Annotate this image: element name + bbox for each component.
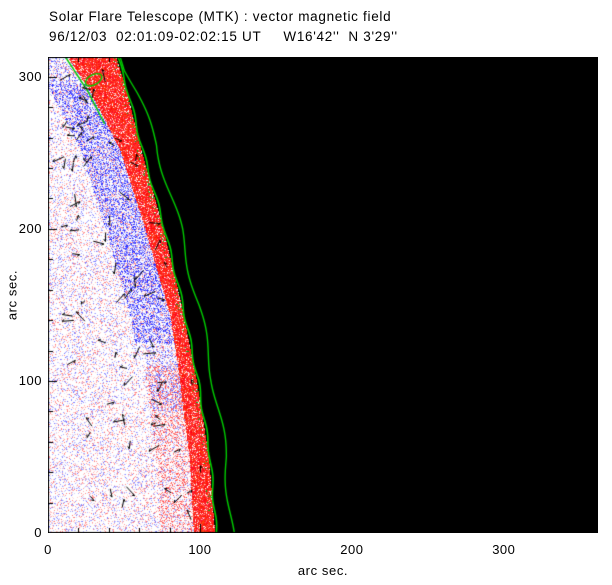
y-tick-label: 300 <box>18 68 42 84</box>
x-tick-label: 300 <box>492 542 516 557</box>
y-tick-label: 0 <box>34 525 42 540</box>
x-tick-label: 0 <box>44 542 52 557</box>
x-tick-label: 100 <box>188 542 212 557</box>
x-axis-label: arc sec. <box>297 563 349 578</box>
y-axis-label: arc sec. <box>4 269 20 321</box>
y-tick-label: 100 <box>18 372 42 388</box>
y-tick-label: 200 <box>18 220 42 236</box>
figure-subtitle: 96/12/03 02:01:09-02:02:15 UT W16'42'' N… <box>49 29 398 44</box>
x-tick-label: 200 <box>340 542 364 557</box>
figure-title: Solar Flare Telescope (MTK) : vector mag… <box>49 9 392 24</box>
magnetogram-plot-canvas <box>48 57 598 533</box>
